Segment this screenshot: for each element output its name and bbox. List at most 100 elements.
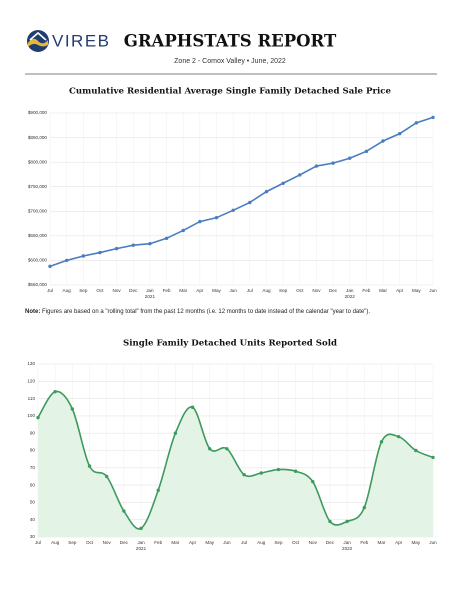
point bbox=[198, 219, 202, 224]
x-tick-label: Aug bbox=[51, 540, 60, 545]
x-tick-label: Feb bbox=[162, 288, 171, 293]
x-tick-label: Mar bbox=[171, 540, 180, 545]
x-tick-label: Nov bbox=[312, 288, 321, 293]
point bbox=[87, 464, 92, 468]
point bbox=[225, 447, 229, 451]
area bbox=[38, 391, 433, 537]
y-tick-label: 60 bbox=[30, 482, 36, 487]
point bbox=[364, 149, 369, 154]
point bbox=[208, 447, 212, 451]
point bbox=[190, 405, 195, 409]
point bbox=[431, 115, 435, 120]
x-tick-label: Mar bbox=[379, 288, 387, 293]
x-tick-label: Apr bbox=[395, 540, 403, 545]
x-tick-label: May bbox=[411, 540, 421, 545]
logo: VIREB bbox=[27, 30, 111, 52]
point bbox=[414, 448, 418, 453]
logo-text: VIREB bbox=[52, 31, 111, 50]
x-tick-label: Jun bbox=[429, 288, 437, 293]
report-title: GRAPHSTATS REPORT bbox=[124, 32, 337, 51]
x-tick-label: Jul bbox=[47, 288, 53, 293]
x-tick-label: Sep bbox=[68, 540, 77, 545]
note-label: Note: bbox=[25, 309, 41, 315]
y-tick-label: $650,000 bbox=[28, 233, 48, 238]
x-tick-label: Jun bbox=[223, 540, 231, 545]
point bbox=[173, 431, 178, 435]
y-tick-label: 90 bbox=[30, 430, 36, 435]
point bbox=[264, 189, 269, 194]
y-tick-label: 80 bbox=[30, 448, 36, 453]
point bbox=[231, 208, 235, 213]
x-tick-label: Jul bbox=[246, 288, 253, 293]
y-tick-label: 120 bbox=[27, 379, 35, 384]
point bbox=[293, 469, 298, 473]
x-tick-label: Sep bbox=[79, 288, 88, 293]
point bbox=[156, 488, 160, 492]
logo-roof bbox=[29, 31, 47, 41]
x-tick-label: Jun bbox=[229, 288, 237, 293]
x-tick-label: Jan 2022 bbox=[344, 288, 355, 299]
point bbox=[64, 258, 69, 263]
x-tick-label: Nov bbox=[102, 540, 111, 545]
x-tick-label: May bbox=[205, 540, 215, 545]
y-tick-label: $750,000 bbox=[28, 184, 48, 189]
x-tick-label: Jan 2022 bbox=[342, 540, 353, 551]
logo-wave bbox=[28, 38, 48, 47]
point bbox=[311, 479, 315, 484]
x-tick-label: Feb bbox=[154, 540, 163, 545]
point bbox=[139, 526, 143, 531]
x-tick-label: Mar bbox=[377, 540, 386, 545]
y-tick-label: $800,000 bbox=[28, 159, 48, 164]
point bbox=[104, 474, 109, 479]
point bbox=[381, 139, 385, 143]
point bbox=[281, 181, 285, 185]
point bbox=[259, 471, 263, 475]
x-tick-label: Apr bbox=[188, 540, 197, 545]
point bbox=[53, 389, 57, 394]
x-tick-label: Oct bbox=[296, 288, 304, 293]
y-tick-label: 130 bbox=[27, 361, 35, 366]
point bbox=[298, 173, 302, 177]
point bbox=[214, 215, 219, 220]
point bbox=[48, 264, 52, 269]
x-tick-label: Apr bbox=[196, 288, 204, 293]
x-tick-label: Feb bbox=[362, 288, 371, 293]
x-tick-label: Jul bbox=[241, 540, 248, 545]
point bbox=[397, 131, 402, 136]
point bbox=[362, 505, 367, 510]
x-tick-label: Oct bbox=[292, 540, 300, 545]
x-tick-label: Aug bbox=[62, 288, 71, 293]
point bbox=[131, 243, 135, 247]
point bbox=[276, 467, 281, 472]
x-tick-label: Sep bbox=[279, 288, 288, 293]
x-tick-label: Dec bbox=[129, 288, 138, 293]
x-tick-label: Aug bbox=[257, 540, 266, 545]
point bbox=[70, 407, 75, 411]
point bbox=[396, 434, 401, 439]
x-tick-label: Jan 2021 bbox=[144, 288, 156, 299]
y-tick-label: 110 bbox=[28, 396, 36, 401]
x-tick-label: Jul bbox=[35, 540, 41, 545]
point bbox=[431, 455, 435, 460]
point bbox=[164, 236, 169, 241]
x-tick-label: Dec bbox=[119, 540, 128, 545]
x-tick-label: May bbox=[412, 288, 421, 293]
point bbox=[379, 440, 384, 444]
y-tick-label: 50 bbox=[30, 500, 36, 505]
point bbox=[98, 250, 102, 255]
x-tick-label: Apr bbox=[396, 288, 404, 293]
note: Note: Figures are based on a "rolling to… bbox=[25, 309, 370, 315]
x-tick-label: Mar bbox=[179, 288, 188, 293]
y-tick-label: $900,000 bbox=[28, 110, 48, 115]
y-tick-label: $700,000 bbox=[28, 209, 48, 214]
x-tick-label: Oct bbox=[85, 540, 94, 545]
point bbox=[331, 161, 335, 165]
point bbox=[248, 200, 252, 205]
x-tick-label: Nov bbox=[308, 540, 317, 545]
chart-title: Cumulative Residential Average Single Fa… bbox=[69, 87, 391, 97]
x-tick-label: Jun bbox=[429, 540, 437, 545]
y-tick-label: $550,000 bbox=[28, 282, 48, 287]
point bbox=[348, 156, 352, 160]
point bbox=[242, 473, 246, 477]
